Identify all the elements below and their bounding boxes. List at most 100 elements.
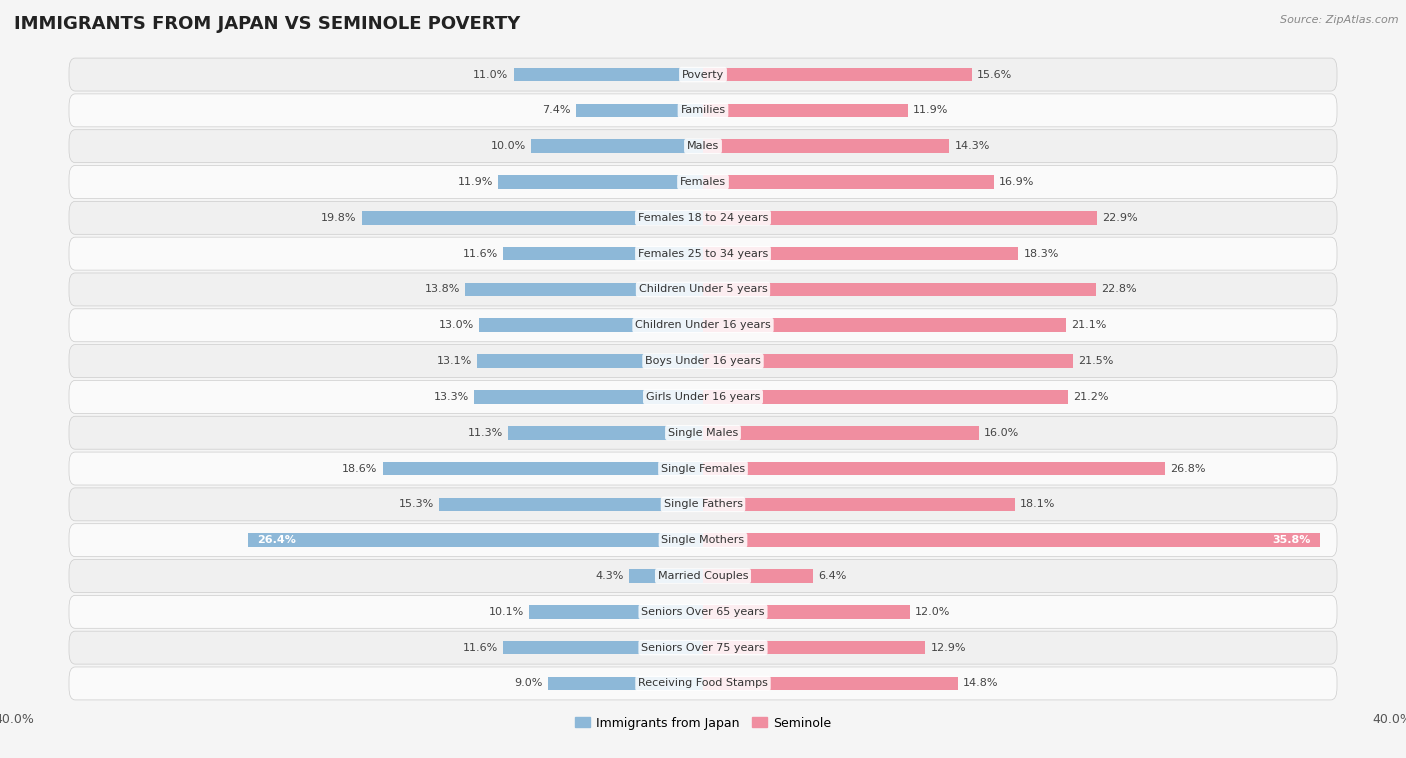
Bar	[703, 641, 925, 654]
Text: 21.5%: 21.5%	[1078, 356, 1114, 366]
Text: Girls Under 16 years: Girls Under 16 years	[645, 392, 761, 402]
FancyBboxPatch shape	[69, 130, 1337, 163]
Text: Males: Males	[688, 141, 718, 151]
Bar	[479, 318, 703, 332]
Text: 9.0%: 9.0%	[515, 678, 543, 688]
FancyBboxPatch shape	[69, 524, 1337, 556]
Bar	[703, 67, 972, 81]
Text: 14.3%: 14.3%	[955, 141, 990, 151]
Bar	[513, 67, 703, 81]
Text: 11.6%: 11.6%	[463, 249, 498, 258]
FancyBboxPatch shape	[69, 667, 1337, 700]
Bar	[474, 390, 703, 404]
Text: Source: ZipAtlas.com: Source: ZipAtlas.com	[1281, 15, 1399, 25]
Bar	[703, 497, 1015, 511]
Legend: Immigrants from Japan, Seminole: Immigrants from Japan, Seminole	[569, 712, 837, 735]
Text: 13.1%: 13.1%	[437, 356, 472, 366]
FancyBboxPatch shape	[69, 488, 1337, 521]
Bar	[503, 641, 703, 654]
Bar	[503, 247, 703, 261]
Text: 22.8%: 22.8%	[1101, 284, 1136, 294]
Text: Single Females: Single Females	[661, 464, 745, 474]
Text: 6.4%: 6.4%	[818, 571, 846, 581]
Bar	[703, 211, 1098, 224]
Text: 13.3%: 13.3%	[433, 392, 468, 402]
Text: Married Couples: Married Couples	[658, 571, 748, 581]
FancyBboxPatch shape	[69, 416, 1337, 449]
FancyBboxPatch shape	[69, 165, 1337, 199]
Bar	[249, 534, 703, 547]
FancyBboxPatch shape	[69, 309, 1337, 342]
Text: 11.9%: 11.9%	[457, 177, 494, 187]
Text: Females 18 to 24 years: Females 18 to 24 years	[638, 213, 768, 223]
Text: 16.9%: 16.9%	[1000, 177, 1035, 187]
Text: 22.9%: 22.9%	[1102, 213, 1139, 223]
Bar	[703, 462, 1164, 475]
Text: 19.8%: 19.8%	[322, 213, 357, 223]
Text: 16.0%: 16.0%	[984, 428, 1019, 437]
Text: Single Fathers: Single Fathers	[664, 500, 742, 509]
Text: 18.6%: 18.6%	[342, 464, 377, 474]
Text: Females: Females	[681, 177, 725, 187]
Text: Females 25 to 34 years: Females 25 to 34 years	[638, 249, 768, 258]
FancyBboxPatch shape	[69, 273, 1337, 306]
Text: 15.6%: 15.6%	[977, 70, 1012, 80]
Text: 18.3%: 18.3%	[1024, 249, 1059, 258]
FancyBboxPatch shape	[69, 559, 1337, 593]
Text: Seniors Over 75 years: Seniors Over 75 years	[641, 643, 765, 653]
Bar	[628, 569, 703, 583]
Bar	[703, 283, 1095, 296]
Text: 14.8%: 14.8%	[963, 678, 998, 688]
Bar	[703, 390, 1069, 404]
Bar	[498, 175, 703, 189]
Text: Single Males: Single Males	[668, 428, 738, 437]
Text: Families: Families	[681, 105, 725, 115]
Text: Boys Under 16 years: Boys Under 16 years	[645, 356, 761, 366]
Bar	[440, 497, 703, 511]
Bar	[703, 354, 1073, 368]
Bar	[575, 104, 703, 117]
Text: 11.9%: 11.9%	[912, 105, 949, 115]
Text: 12.9%: 12.9%	[931, 643, 966, 653]
Text: 10.0%: 10.0%	[491, 141, 526, 151]
Text: 7.4%: 7.4%	[541, 105, 571, 115]
Text: 21.2%: 21.2%	[1073, 392, 1109, 402]
Text: 11.3%: 11.3%	[468, 428, 503, 437]
Bar	[703, 605, 910, 619]
Bar	[703, 534, 1320, 547]
Text: 13.8%: 13.8%	[425, 284, 460, 294]
Text: 35.8%: 35.8%	[1272, 535, 1310, 545]
FancyBboxPatch shape	[69, 381, 1337, 413]
Text: 12.0%: 12.0%	[915, 607, 950, 617]
FancyBboxPatch shape	[69, 452, 1337, 485]
Text: 11.6%: 11.6%	[463, 643, 498, 653]
FancyBboxPatch shape	[69, 631, 1337, 664]
Bar	[465, 283, 703, 296]
Bar	[703, 175, 994, 189]
Text: 13.0%: 13.0%	[439, 321, 474, 330]
FancyBboxPatch shape	[69, 94, 1337, 127]
Bar	[361, 211, 703, 224]
FancyBboxPatch shape	[69, 345, 1337, 377]
Bar	[531, 139, 703, 153]
FancyBboxPatch shape	[69, 202, 1337, 234]
Text: 26.4%: 26.4%	[257, 535, 295, 545]
Text: Seniors Over 65 years: Seniors Over 65 years	[641, 607, 765, 617]
Bar	[703, 677, 957, 691]
Text: IMMIGRANTS FROM JAPAN VS SEMINOLE POVERTY: IMMIGRANTS FROM JAPAN VS SEMINOLE POVERT…	[14, 15, 520, 33]
Bar	[548, 677, 703, 691]
FancyBboxPatch shape	[69, 237, 1337, 270]
Bar	[478, 354, 703, 368]
Text: 18.1%: 18.1%	[1019, 500, 1056, 509]
FancyBboxPatch shape	[69, 595, 1337, 628]
Bar	[703, 247, 1018, 261]
Bar	[382, 462, 703, 475]
Bar	[703, 318, 1066, 332]
Bar	[529, 605, 703, 619]
Text: 11.0%: 11.0%	[474, 70, 509, 80]
Text: 4.3%: 4.3%	[595, 571, 624, 581]
Bar	[509, 426, 703, 440]
Text: Children Under 5 years: Children Under 5 years	[638, 284, 768, 294]
Bar	[703, 569, 813, 583]
Text: Receiving Food Stamps: Receiving Food Stamps	[638, 678, 768, 688]
